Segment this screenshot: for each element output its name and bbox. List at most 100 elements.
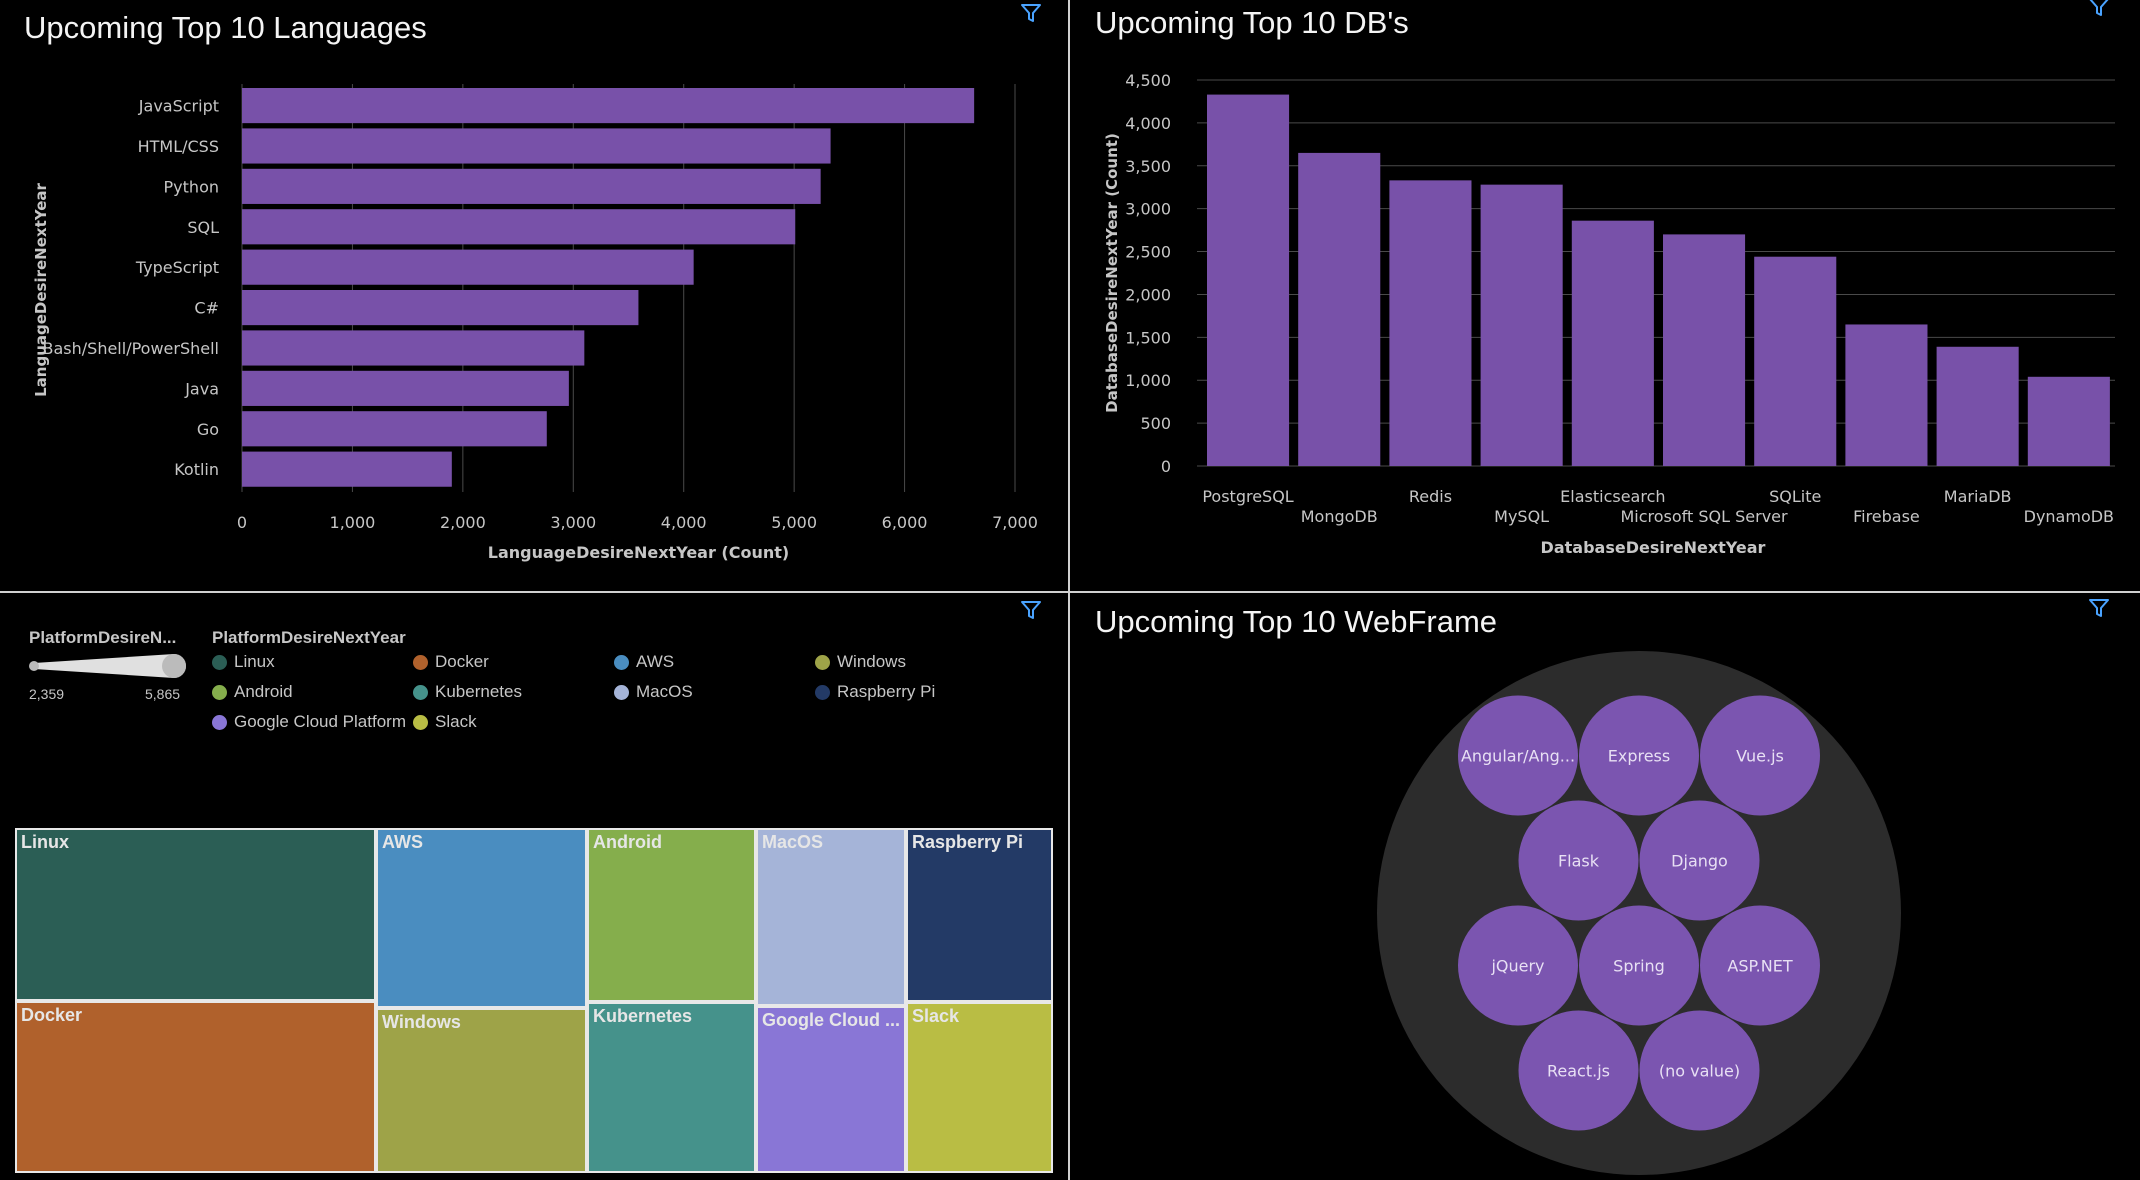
bubble[interactable]: [1579, 905, 1699, 1026]
legend-item[interactable]: Google Cloud Platform: [212, 712, 406, 732]
dbs-panel: Upcoming Top 10 DB's 0 500 1,000 1,500 2,000…: [1070, 0, 2140, 591]
y-tick-label: 1,500: [1125, 328, 1171, 347]
legend-swatch: [614, 684, 629, 700]
value-range-slider[interactable]: [28, 650, 188, 684]
bar: [242, 88, 975, 124]
bubble[interactable]: [1700, 695, 1820, 816]
legend-label: Kubernetes: [435, 682, 522, 701]
treemap-cell-label: Windows: [382, 1012, 461, 1032]
y-tick-label: Python: [164, 177, 219, 196]
webframe-panel: Upcoming Top 10 WebFrame Angular/Ang... E…: [1070, 593, 2140, 1180]
y-tick-label: HTML/CSS: [138, 137, 219, 156]
bubble[interactable]: [1458, 905, 1578, 1026]
bar: [242, 249, 694, 285]
treemap-cell-label: Docker: [21, 1005, 83, 1025]
bubble-label: Spring: [1613, 957, 1665, 976]
y-tick-label: 0: [1161, 457, 1171, 476]
treemap-cell-label: Linux: [21, 832, 69, 852]
slider-min-value: 2,359: [29, 686, 65, 702]
x-tick-label: 1,000: [330, 513, 376, 532]
legend-item[interactable]: Slack: [413, 712, 477, 732]
treemap-cell[interactable]: Slack: [906, 1002, 1053, 1173]
languages-panel: Upcoming Top 10 Languages 0 1,000 2,000 3,0…: [0, 0, 1068, 591]
languages-title: Upcoming Top 10 Languages: [24, 10, 427, 45]
webframe-bubble-chart: Angular/Ang... Express Vue.js Flask Django jQ…: [1377, 651, 1901, 1175]
legend-item[interactable]: AWS: [614, 652, 674, 672]
bar: [1207, 94, 1290, 467]
webframe-title: Upcoming Top 10 WebFrame: [1095, 604, 1498, 639]
x-tick-label: MariaDB: [1944, 487, 2012, 506]
legend-label: Slack: [435, 712, 477, 731]
treemap-cell-label: Android: [593, 832, 662, 852]
bubble[interactable]: [1639, 800, 1760, 921]
slider-label: PlatformDesireN...: [29, 628, 177, 647]
bubble[interactable]: [1579, 695, 1699, 816]
legend-item[interactable]: Raspberry Pi: [815, 682, 935, 702]
y-tick-label: Kotlin: [174, 460, 219, 479]
legend-swatch: [413, 684, 428, 700]
y-axis-title: LanguageDesireNextYear: [32, 182, 50, 396]
bubble-label: Angular/Ang...: [1461, 747, 1575, 766]
bubble[interactable]: [1639, 1010, 1760, 1131]
legend-swatch: [815, 654, 830, 670]
treemap-cell[interactable]: Linux: [15, 828, 376, 1001]
treemap-cell[interactable]: Docker: [15, 1001, 376, 1173]
x-tick-label: 5,000: [771, 513, 817, 532]
legend-label: Android: [234, 682, 293, 701]
slider-min-handle: [29, 661, 39, 671]
treemap-cell[interactable]: MacOS: [756, 828, 906, 1006]
treemap-cell[interactable]: Google Cloud ...: [756, 1006, 906, 1173]
legend-label: AWS: [636, 652, 675, 671]
x-tick-label: Redis: [1409, 487, 1452, 506]
legend-item[interactable]: Windows: [815, 652, 906, 672]
bubble[interactable]: [1700, 905, 1820, 1026]
treemap-cell[interactable]: Windows: [376, 1008, 587, 1173]
bar: [242, 209, 796, 245]
filter-icon[interactable]: [1020, 2, 1042, 24]
bar: [1845, 324, 1928, 466]
filter-icon[interactable]: [1020, 599, 1042, 621]
bubble[interactable]: [1458, 695, 1578, 816]
bubble[interactable]: [1518, 1010, 1639, 1131]
bubble[interactable]: [1518, 800, 1639, 921]
bubble-label: Express: [1608, 747, 1670, 766]
y-tick-label: JavaScript: [138, 97, 219, 116]
legend-item[interactable]: Docker: [413, 652, 489, 672]
legend-swatch: [614, 654, 629, 670]
y-tick-label: Java: [184, 379, 219, 398]
x-tick-label: DynamoDB: [2024, 507, 2114, 526]
x-tick-label: PostgreSQL: [1202, 487, 1293, 506]
legend-swatch: [212, 684, 227, 700]
x-tick-label: 6,000: [882, 513, 928, 532]
legend-label: Google Cloud Platform: [234, 712, 406, 731]
treemap-cell-label: MacOS: [762, 832, 824, 852]
filter-icon[interactable]: [2088, 0, 2110, 18]
x-tick-label: 4,000: [661, 513, 707, 532]
treemap-cell[interactable]: Raspberry Pi: [906, 828, 1053, 1002]
bar: [1754, 256, 1837, 466]
bar: [1480, 184, 1563, 466]
bar: [242, 330, 585, 366]
treemap-cell[interactable]: Android: [587, 828, 756, 1002]
x-tick-label: 3,000: [550, 513, 596, 532]
treemap-cell[interactable]: AWS: [376, 828, 587, 1008]
legend-label: Windows: [837, 652, 906, 671]
bar: [1663, 234, 1746, 466]
treemap-cell[interactable]: Kubernetes: [587, 1002, 756, 1173]
bar: [242, 370, 569, 406]
legend-item[interactable]: Linux: [212, 652, 275, 672]
bubble-label: jQuery: [1490, 957, 1544, 976]
bar: [2027, 376, 2110, 466]
x-tick-label: Firebase: [1853, 507, 1920, 526]
treemap-cell-label: Raspberry Pi: [912, 832, 1024, 852]
legend-item[interactable]: Android: [212, 682, 293, 702]
bubble-label: React.js: [1547, 1062, 1610, 1081]
x-axis-title: DatabaseDesireNextYear: [1541, 538, 1766, 557]
legend-item[interactable]: MacOS: [614, 682, 693, 702]
legend-item[interactable]: Kubernetes: [413, 682, 522, 702]
filter-icon[interactable]: [2088, 597, 2110, 619]
bubble-label: (no value): [1659, 1062, 1740, 1081]
bubble-label: Flask: [1558, 852, 1600, 871]
y-axis-title: DatabaseDesireNextYear (Count): [1103, 133, 1121, 413]
dbs-bar-chart: 0 500 1,000 1,500 2,000 2,500 3,000 3,500 4,000 4…: [1103, 71, 2115, 557]
